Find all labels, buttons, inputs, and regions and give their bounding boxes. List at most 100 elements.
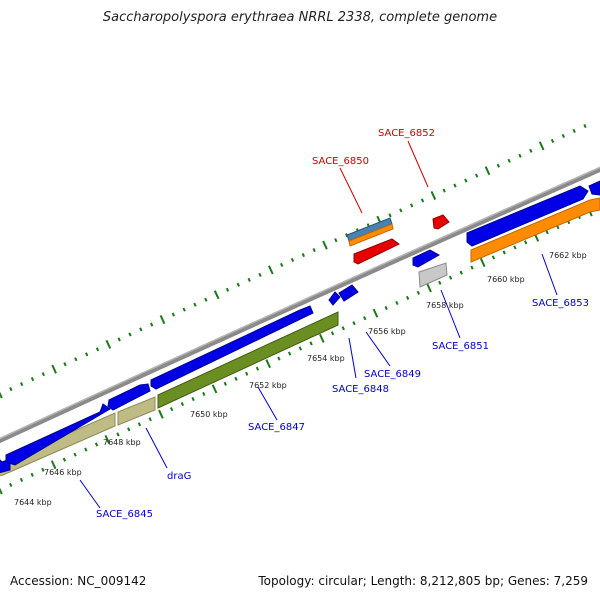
gene-label-sace-6850[interactable]: SACE_6850 bbox=[312, 156, 369, 167]
tick-mark-inner bbox=[459, 270, 463, 275]
gene-label-sace-6853[interactable]: SACE_6853 bbox=[532, 298, 589, 309]
gene-band-khaki-1[interactable] bbox=[0, 412, 116, 477]
tick-mark-inner bbox=[234, 376, 238, 381]
gene-band-khaki-2[interactable] bbox=[117, 396, 156, 426]
tick-mark-outer bbox=[95, 347, 100, 352]
tick-mark-outer bbox=[475, 173, 479, 178]
callout-line-sace-6849 bbox=[365, 331, 391, 367]
gene-label-sace-6852[interactable]: SACE_6852 bbox=[378, 128, 435, 139]
callout-line-sace-6853 bbox=[541, 253, 558, 296]
tick-mark-inner bbox=[104, 434, 111, 444]
tick-mark-inner bbox=[19, 477, 24, 482]
tick-mark-inner bbox=[30, 472, 34, 477]
gene-arrow-blue-2[interactable] bbox=[107, 383, 151, 411]
tick-mark-outer bbox=[225, 287, 230, 292]
tick-mark-outer bbox=[74, 357, 78, 362]
tick-mark-outer bbox=[63, 362, 67, 367]
tick-mark-outer bbox=[117, 337, 121, 342]
tick-mark-outer bbox=[247, 277, 251, 282]
tick-mark-inner bbox=[62, 457, 67, 462]
tick-mark-outer bbox=[538, 141, 545, 151]
tick-mark-inner bbox=[245, 371, 249, 376]
gene-label-sace-6845[interactable]: SACE_6845 bbox=[96, 509, 153, 520]
tick-mark-inner bbox=[287, 351, 292, 356]
tick-mark-inner bbox=[169, 407, 174, 412]
tick-mark-inner bbox=[223, 381, 227, 386]
tick-mark-outer bbox=[388, 213, 392, 218]
tick-mark-outer bbox=[105, 339, 112, 349]
tick-mark-outer bbox=[182, 307, 186, 312]
kbp-label-7656: 7656 kbp bbox=[368, 327, 406, 336]
tick-mark-outer bbox=[572, 128, 576, 134]
tick-mark-outer bbox=[30, 377, 35, 382]
tick-mark-inner bbox=[448, 275, 453, 280]
tick-mark-inner bbox=[180, 402, 185, 407]
gene-label-sace-6848[interactable]: SACE_6848 bbox=[332, 384, 389, 395]
tick-mark-inner bbox=[137, 422, 142, 427]
gene-label-sace-6851[interactable]: SACE_6851 bbox=[432, 341, 489, 352]
tick-mark-outer bbox=[518, 153, 522, 158]
tick-mark-inner bbox=[148, 417, 152, 422]
gene-arrow-blue-4[interactable] bbox=[328, 291, 341, 306]
gene-label-sace-6847[interactable]: SACE_6847 bbox=[248, 422, 305, 433]
kbp-label-7662: 7662 kbp bbox=[549, 251, 587, 260]
tick-mark-inner bbox=[298, 346, 303, 351]
tick-mark-inner bbox=[330, 331, 335, 336]
tick-mark-inner bbox=[513, 245, 517, 250]
tick-mark-inner bbox=[84, 447, 88, 452]
kbp-label-7660: 7660 kbp bbox=[487, 275, 525, 284]
tick-mark-inner bbox=[255, 366, 260, 371]
tick-mark-outer bbox=[430, 190, 437, 200]
tick-mark-outer bbox=[236, 282, 240, 287]
gene-arrow-red-6852[interactable] bbox=[432, 214, 450, 230]
tick-mark-inner bbox=[395, 300, 399, 306]
gene-label-drag[interactable]: draG bbox=[167, 471, 191, 482]
gene-band-olive[interactable] bbox=[157, 311, 339, 409]
tick-mark-outer bbox=[280, 262, 284, 268]
tick-mark-inner bbox=[127, 427, 131, 432]
tick-mark-inner bbox=[470, 265, 474, 270]
tick-mark-outer bbox=[420, 198, 425, 203]
gene-arrow-blue-6851[interactable] bbox=[412, 249, 441, 268]
gene-block-gray[interactable] bbox=[418, 262, 448, 288]
callout-line-drag bbox=[145, 427, 168, 469]
tick-mark-inner bbox=[363, 316, 367, 321]
tick-mark-outer bbox=[322, 240, 328, 250]
gene-arrow-red-6850[interactable] bbox=[353, 238, 400, 265]
kbp-label-7654: 7654 kbp bbox=[307, 354, 345, 363]
gene-band-orange-right[interactable] bbox=[470, 197, 600, 263]
callout-line-sace-6847 bbox=[257, 386, 278, 421]
callout-line-sace-6845 bbox=[79, 479, 101, 509]
gene-block-orange-small[interactable] bbox=[348, 223, 394, 247]
tick-mark-outer bbox=[20, 382, 24, 387]
tick-mark-inner bbox=[405, 295, 410, 300]
tick-mark-outer bbox=[550, 138, 555, 143]
tick-mark-outer bbox=[85, 352, 89, 357]
tick-mark-inner bbox=[50, 460, 57, 470]
tick-mark-inner bbox=[309, 341, 313, 346]
tick-mark-outer bbox=[442, 188, 446, 193]
gene-arrow-blue-3[interactable] bbox=[150, 305, 314, 390]
tick-mark-outer bbox=[290, 257, 295, 263]
tick-mark-inner bbox=[94, 442, 99, 447]
tick-mark-outer bbox=[334, 238, 338, 243]
gene-arrow-blue-5[interactable] bbox=[338, 284, 359, 302]
kbp-label-7658: 7658 kbp bbox=[426, 301, 464, 310]
tick-mark-inner bbox=[116, 432, 120, 437]
tick-mark-inner bbox=[438, 280, 442, 285]
kbp-label-7646: 7646 kbp bbox=[44, 468, 82, 477]
gene-arrow-blue-edge-right[interactable] bbox=[588, 180, 600, 196]
tick-mark-inner bbox=[502, 250, 506, 255]
genome-backbone bbox=[0, 166, 600, 444]
gene-arrow-blue-7[interactable] bbox=[466, 185, 589, 247]
gene-label-sace-6849[interactable]: SACE_6849 bbox=[364, 369, 421, 380]
gene-arrow-blue-1[interactable] bbox=[5, 403, 111, 466]
tick-mark-outer bbox=[464, 178, 468, 183]
tick-mark-outer bbox=[453, 183, 457, 188]
tick-mark-inner bbox=[372, 308, 379, 318]
tick-mark-outer bbox=[507, 158, 511, 163]
accession-text: Accession: NC_009142 bbox=[10, 574, 147, 588]
tick-mark-inner bbox=[265, 359, 271, 369]
tick-mark-inner bbox=[0, 487, 3, 495]
